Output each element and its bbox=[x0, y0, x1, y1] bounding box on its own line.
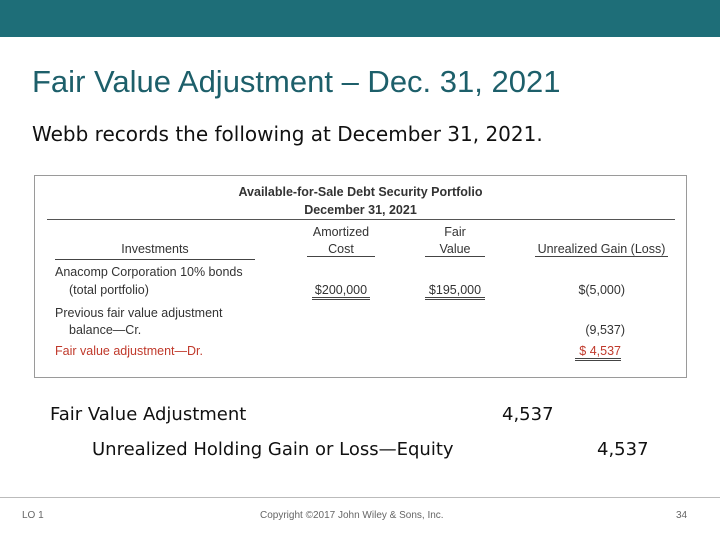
slide-title: Fair Value Adjustment – Dec. 31, 2021 bbox=[32, 64, 561, 99]
intro-text: Webb records the following at December 3… bbox=[32, 122, 543, 146]
table-title: Available-for-Sale Debt Security Portfol… bbox=[238, 185, 483, 199]
page-number: 34 bbox=[676, 510, 688, 521]
row-label: (total portfolio) bbox=[69, 283, 149, 297]
gain-cell: (9,537) bbox=[585, 323, 625, 337]
row-label: balance—Cr. bbox=[69, 323, 142, 337]
row-label: Previous fair value adjustment bbox=[55, 306, 223, 320]
column-header: Unrealized Gain (Loss) bbox=[535, 242, 668, 257]
credit-amount: 4,537 bbox=[597, 439, 649, 460]
top-bar bbox=[0, 0, 720, 37]
column-header: Amortized bbox=[312, 225, 370, 239]
row-label: Fair value adjustment—Dr. bbox=[55, 344, 203, 358]
cost-cell: $200,000 bbox=[312, 283, 370, 300]
debit-account: Fair Value Adjustment bbox=[50, 404, 247, 425]
debit-amount: 4,537 bbox=[502, 404, 554, 425]
portfolio-table: Available-for-Sale Debt Security Portfol… bbox=[34, 175, 687, 378]
column-header: Value bbox=[425, 242, 485, 257]
footer-rule bbox=[0, 497, 720, 498]
column-header: Fair bbox=[444, 225, 466, 239]
gain-cell: $(5,000) bbox=[578, 283, 625, 297]
column-header: Investments bbox=[121, 242, 189, 256]
copyright: Copyright ©2017 John Wiley & Sons, Inc. bbox=[260, 510, 444, 521]
gain-cell: $ 4,537 bbox=[575, 344, 621, 361]
rule bbox=[55, 259, 255, 260]
rule bbox=[47, 219, 675, 220]
column-header: Cost bbox=[307, 242, 375, 257]
credit-account: Unrealized Holding Gain or Loss—Equity bbox=[92, 439, 454, 460]
row-label: Anacomp Corporation 10% bonds bbox=[55, 265, 243, 279]
table-subtitle: December 31, 2021 bbox=[304, 203, 417, 217]
learning-objective: LO 1 bbox=[22, 510, 44, 521]
fair-cell: $195,000 bbox=[425, 283, 485, 300]
